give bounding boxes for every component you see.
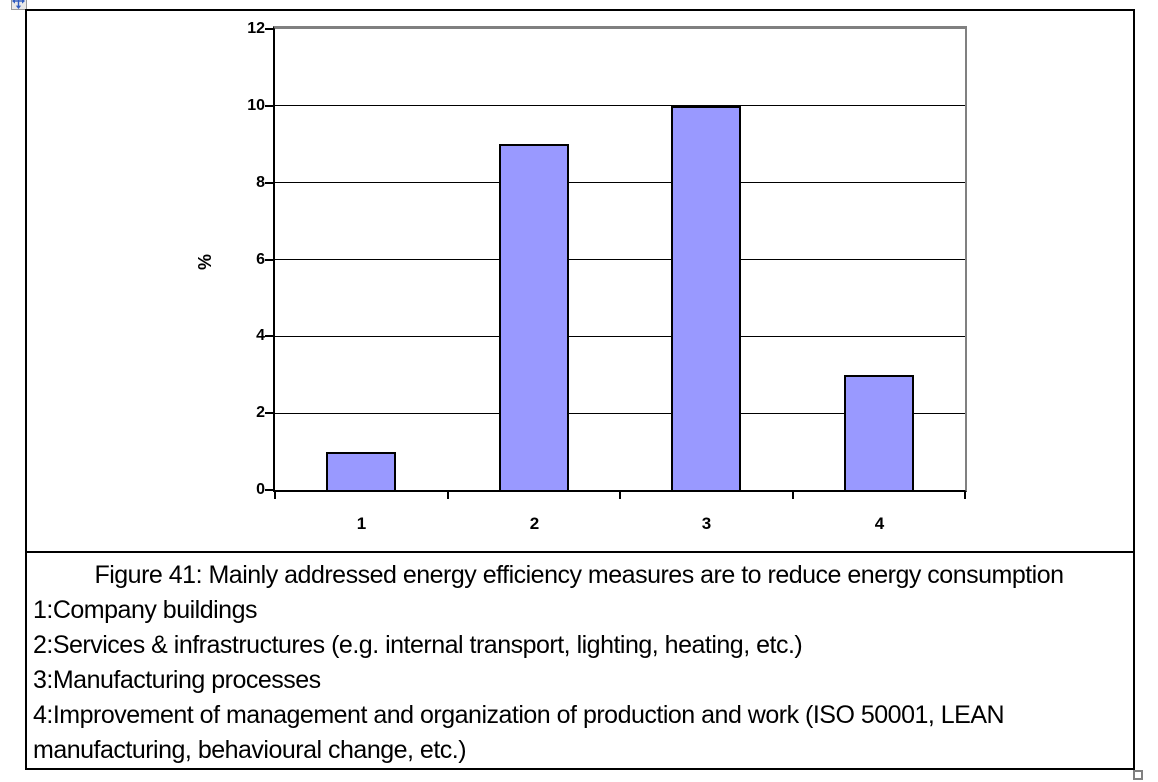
- x-axis-tick: [619, 492, 621, 499]
- x-tick-label: 2: [529, 514, 540, 533]
- gridline: [275, 412, 965, 414]
- gridline: [275, 335, 965, 337]
- y-axis-tick: [265, 489, 273, 491]
- chart-cell: % 0 2 4 6 8 10 12 1 2 3 4: [27, 11, 1133, 551]
- y-tick-label: 8: [256, 173, 265, 191]
- y-axis-tick: [265, 28, 273, 30]
- gridline: [275, 259, 965, 260]
- figure-caption-title: Figure 41: Mainly addressed energy effic…: [94, 561, 1064, 589]
- legend-item-1: 1:Company buildings: [33, 596, 257, 624]
- y-tick-label: 10: [247, 96, 265, 114]
- move-cross-icon: [12, 0, 25, 9]
- bar-category-4: [844, 375, 914, 490]
- x-tick-label: 4: [874, 514, 885, 533]
- y-tick-label: 6: [256, 250, 265, 268]
- legend-item-4: 4:Improvement of management and organiza…: [33, 701, 1005, 764]
- x-axis-tick: [274, 492, 276, 499]
- y-tick-label: 12: [247, 20, 265, 37]
- plot-area: [273, 26, 967, 492]
- y-axis-tick: [265, 335, 273, 338]
- y-tick-label: 2: [256, 404, 265, 422]
- x-tick-label: 1: [356, 514, 367, 533]
- legend-item-3: 3:Manufacturing processes: [33, 666, 321, 694]
- y-axis-tick: [265, 412, 273, 415]
- legend-item-2: 2:Services & infrastructures (e.g. inter…: [33, 631, 803, 659]
- bar-category-2: [499, 144, 569, 490]
- bar-category-1: [326, 452, 396, 490]
- y-tick-label: 0: [256, 481, 265, 498]
- gridline: [275, 105, 965, 107]
- y-axis-tick: [265, 104, 273, 107]
- gridline: [275, 182, 965, 184]
- y-axis-tick: [265, 181, 273, 184]
- x-axis-tick: [447, 492, 449, 499]
- x-axis-tick: [792, 492, 794, 499]
- x-tick-label: 3: [701, 514, 712, 533]
- table-move-handle[interactable]: [11, 0, 27, 10]
- y-axis-tick: [265, 258, 273, 261]
- table-resize-handle[interactable]: [1133, 770, 1143, 780]
- bar-category-3: [671, 106, 741, 490]
- figure-table: % 0 2 4 6 8 10 12 1 2 3 4 Figure 41: Mainly addres…: [25, 9, 1135, 770]
- caption-cell: Figure 41: Mainly addressed energy effic…: [27, 551, 1133, 768]
- x-axis-tick: [964, 492, 966, 499]
- y-tick-label: 4: [256, 327, 265, 345]
